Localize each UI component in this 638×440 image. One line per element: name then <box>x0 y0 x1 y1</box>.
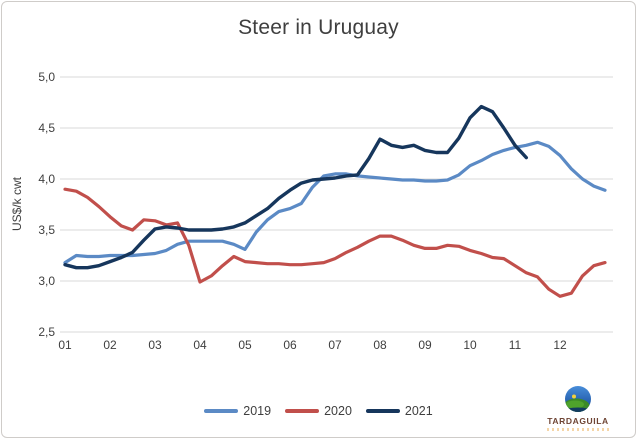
x-tick-label: 12 <box>553 338 567 352</box>
legend-label-2021: 2021 <box>404 404 433 418</box>
logo-text: TARDAGUILA <box>547 416 609 426</box>
legend-swatch-2019 <box>204 409 239 413</box>
legend-item-2019: 2019 <box>204 404 271 418</box>
globe-icon <box>565 386 591 412</box>
series-line-2019 <box>63 140 607 265</box>
legend: 2019 2020 2021 <box>2 404 635 418</box>
x-tick-label: 02 <box>103 338 117 352</box>
y-tick-label: 4,0 <box>38 172 55 186</box>
x-tick-label: 08 <box>373 338 387 352</box>
x-tick-label: 04 <box>193 338 207 352</box>
y-tick-label: 5,0 <box>38 70 55 84</box>
x-tick-label: 06 <box>283 338 297 352</box>
legend-item-2020: 2020 <box>285 404 352 418</box>
legend-swatch-2021 <box>365 409 400 413</box>
x-tick-label: 01 <box>58 338 72 352</box>
x-tick-label: 07 <box>328 338 342 352</box>
logo-subtext <box>547 428 609 431</box>
y-tick-label: 4,5 <box>38 121 55 135</box>
chart-title: Steer in Uruguay <box>238 16 399 39</box>
y-tick-label: 3,5 <box>38 223 55 237</box>
legend-swatch-2020 <box>285 409 320 413</box>
x-tick-label: 10 <box>463 338 477 352</box>
x-tick-label: 03 <box>148 338 162 352</box>
tardaguila-logo: TARDAGUILA <box>533 385 623 431</box>
legend-label-2020: 2020 <box>324 404 352 418</box>
x-tick-label: 09 <box>418 338 432 352</box>
legend-label-2019: 2019 <box>243 404 272 418</box>
legend-item-2021: 2021 <box>365 404 433 418</box>
x-tick-label: 05 <box>238 338 252 352</box>
x-tick-label: 11 <box>509 338 522 352</box>
y-tick-label: 2,5 <box>38 325 55 339</box>
y-tick-label: 3,0 <box>38 274 55 288</box>
series-line-2021 <box>63 104 528 270</box>
series-line-2020 <box>63 187 607 298</box>
